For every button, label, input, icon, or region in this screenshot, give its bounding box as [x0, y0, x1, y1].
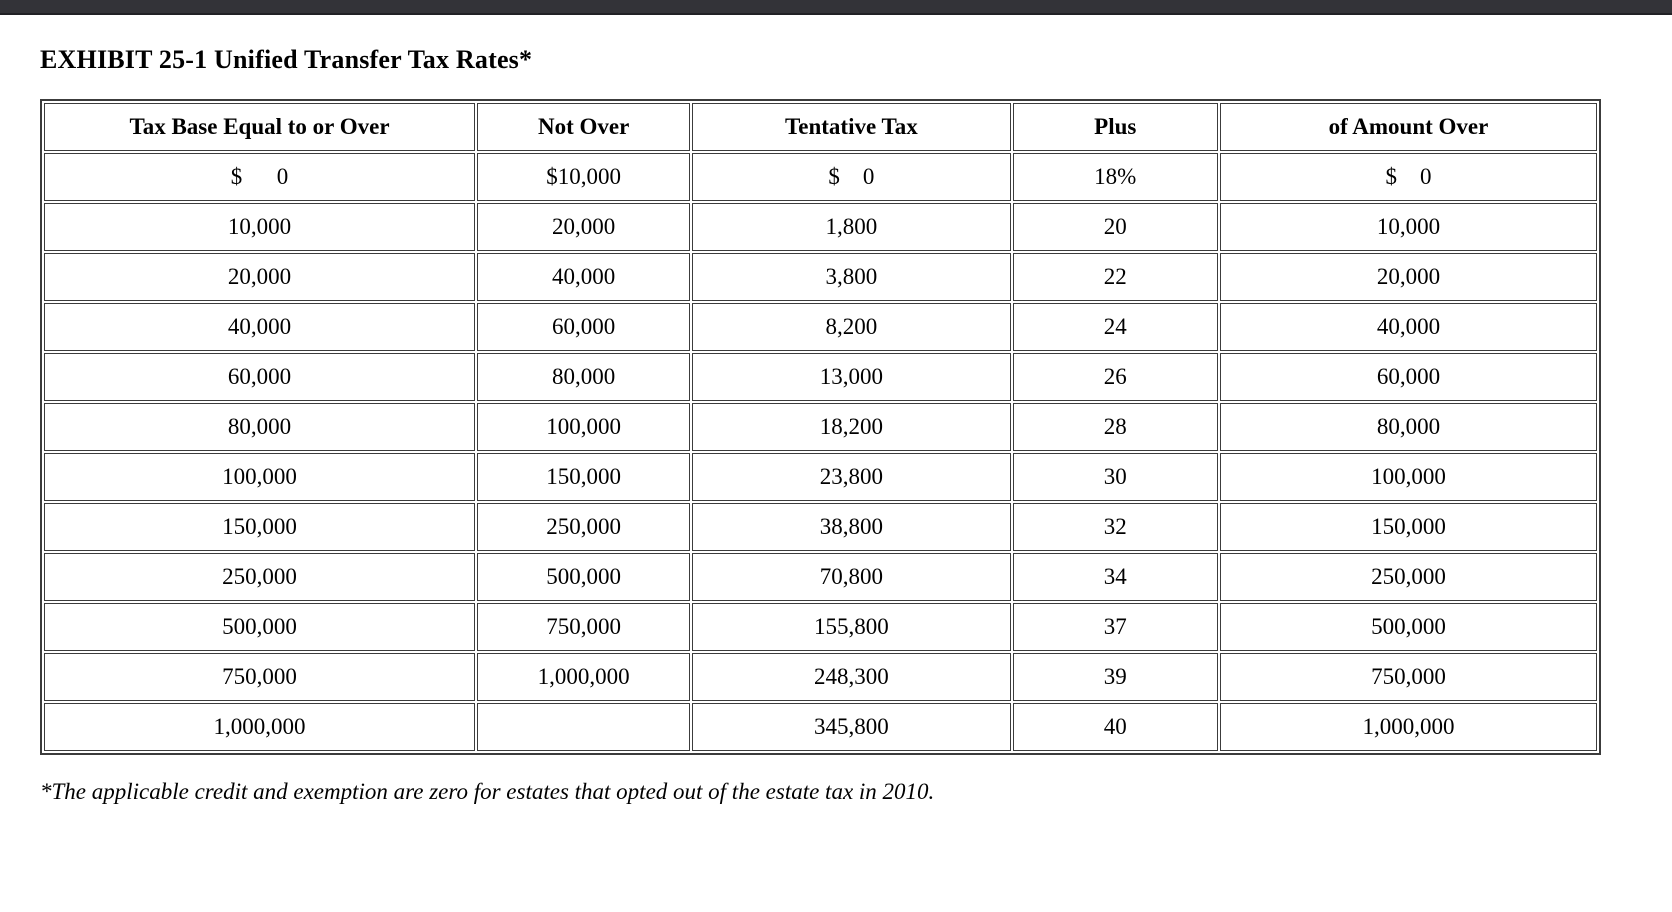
table-row: $ 0 $10,000 $ 0 18% $ 0 — [44, 153, 1597, 201]
table-cell: 20 — [1012, 203, 1218, 251]
column-header: Plus — [1012, 103, 1218, 151]
footnote: *The applicable credit and exemption are… — [40, 779, 935, 804]
table-cell: 13,000 — [692, 353, 1011, 401]
table-row: 20,000 40,000 3,800 22 20,000 — [44, 253, 1597, 301]
table-cell — [477, 703, 691, 751]
table-cell: 250,000 — [477, 503, 691, 551]
table-cell: 150,000 — [477, 453, 691, 501]
table-cell: 1,000,000 — [44, 703, 476, 751]
table-cell: 38,800 — [692, 503, 1011, 551]
table-row: 150,000 250,000 38,800 32 150,000 — [44, 503, 1597, 551]
table-cell: 28 — [1012, 403, 1218, 451]
table-cell: 1,000,000 — [1220, 703, 1597, 751]
column-header: Tentative Tax — [692, 103, 1011, 151]
table-cell: 150,000 — [44, 503, 476, 551]
table-cell: 750,000 — [44, 653, 476, 701]
window-top-bar — [0, 0, 1672, 15]
table-cell: 39 — [1012, 653, 1218, 701]
table-cell: 8,200 — [692, 303, 1011, 351]
table-header-row: Tax Base Equal to or Over Not Over Tentati… — [44, 103, 1597, 151]
unified-transfer-tax-rates-table: Tax Base Equal to or Over Not Over Tentati… — [40, 99, 1601, 755]
table-row: 60,000 80,000 13,000 26 60,000 — [44, 353, 1597, 401]
table-cell: $ 0 — [44, 153, 476, 201]
table-row: 40,000 60,000 8,200 24 40,000 — [44, 303, 1597, 351]
table-cell: 150,000 — [1220, 503, 1597, 551]
table-cell: 40 — [1012, 703, 1218, 751]
table-cell: 18,200 — [692, 403, 1011, 451]
table-cell: 40,000 — [44, 303, 476, 351]
table-body: $ 0 $10,000 $ 0 18% $ 0 10,000 20,000 1,800 20 10… — [44, 153, 1597, 751]
table-cell: 80,000 — [44, 403, 476, 451]
table-cell: 80,000 — [1220, 403, 1597, 451]
table-cell: 10,000 — [1220, 203, 1597, 251]
table-row: 80,000 100,000 18,200 28 80,000 — [44, 403, 1597, 451]
column-header: Not Over — [477, 103, 691, 151]
table-cell: 70,800 — [692, 553, 1011, 601]
document-page: EXHIBIT 25-1 Unified Transfer Tax Rates*… — [0, 15, 1672, 805]
table-cell: 34 — [1012, 553, 1218, 601]
table-cell: 500,000 — [1220, 603, 1597, 651]
table-cell: 100,000 — [1220, 453, 1597, 501]
table-cell: 345,800 — [692, 703, 1011, 751]
table-cell: 20,000 — [1220, 253, 1597, 301]
table-cell: 18% — [1012, 153, 1218, 201]
table-cell: 22 — [1012, 253, 1218, 301]
table-cell: 40,000 — [1220, 303, 1597, 351]
table-row: 250,000 500,000 70,800 34 250,000 — [44, 553, 1597, 601]
table-cell: $ 0 — [692, 153, 1011, 201]
table-row: 750,000 1,000,000 248,300 39 750,000 — [44, 653, 1597, 701]
table-cell: 10,000 — [44, 203, 476, 251]
table-cell: 30 — [1012, 453, 1218, 501]
table-cell: 32 — [1012, 503, 1218, 551]
table-cell: 3,800 — [692, 253, 1011, 301]
table-cell: 20,000 — [44, 253, 476, 301]
table-cell: 750,000 — [477, 603, 691, 651]
table-row: 500,000 750,000 155,800 37 500,000 — [44, 603, 1597, 651]
table-cell: 250,000 — [44, 553, 476, 601]
column-header: Tax Base Equal to or Over — [44, 103, 476, 151]
table-cell: 500,000 — [44, 603, 476, 651]
table-cell: 248,300 — [692, 653, 1011, 701]
table-cell: $ 0 — [1220, 153, 1597, 201]
table-row: Tax Base Equal to or Over Not Over Tentati… — [44, 103, 1597, 151]
table-cell: 1,800 — [692, 203, 1011, 251]
table-row: 1,000,000 345,800 40 1,000,000 — [44, 703, 1597, 751]
table-cell: 250,000 — [1220, 553, 1597, 601]
column-header: of Amount Over — [1220, 103, 1597, 151]
table-cell: 24 — [1012, 303, 1218, 351]
table-cell: 1,000,000 — [477, 653, 691, 701]
table-cell: 500,000 — [477, 553, 691, 601]
table-cell: 100,000 — [477, 403, 691, 451]
table-cell: 60,000 — [1220, 353, 1597, 401]
table-cell: 23,800 — [692, 453, 1011, 501]
table-cell: 750,000 — [1220, 653, 1597, 701]
table-cell: 37 — [1012, 603, 1218, 651]
table-row: 10,000 20,000 1,800 20 10,000 — [44, 203, 1597, 251]
table-cell: 155,800 — [692, 603, 1011, 651]
table-row: 100,000 150,000 23,800 30 100,000 — [44, 453, 1597, 501]
table-cell: 20,000 — [477, 203, 691, 251]
table-cell: 80,000 — [477, 353, 691, 401]
table-cell: $10,000 — [477, 153, 691, 201]
table-cell: 40,000 — [477, 253, 691, 301]
table-cell: 100,000 — [44, 453, 476, 501]
table-cell: 26 — [1012, 353, 1218, 401]
table-cell: 60,000 — [44, 353, 476, 401]
table-cell: 60,000 — [477, 303, 691, 351]
exhibit-title: EXHIBIT 25-1 Unified Transfer Tax Rates* — [40, 45, 533, 74]
